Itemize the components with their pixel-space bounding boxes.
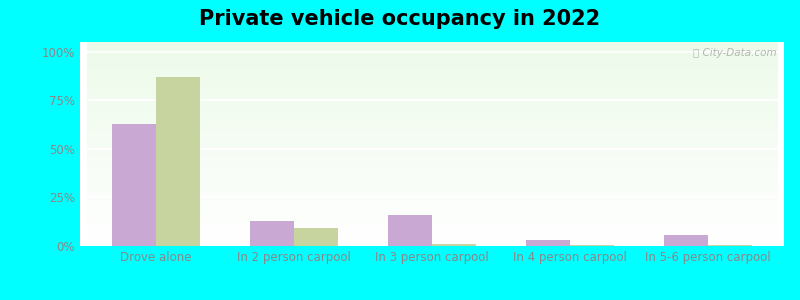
Bar <box>388 215 432 246</box>
Bar <box>156 77 200 246</box>
Text: Ⓢ City-Data.com: Ⓢ City-Data.com <box>694 48 777 58</box>
Bar <box>112 124 156 246</box>
Bar <box>250 221 294 246</box>
Bar <box>708 245 752 246</box>
Bar <box>432 244 476 246</box>
Bar <box>294 227 338 246</box>
Bar <box>570 245 614 246</box>
Bar <box>664 235 708 246</box>
Bar <box>526 240 570 246</box>
Text: Private vehicle occupancy in 2022: Private vehicle occupancy in 2022 <box>199 9 601 29</box>
